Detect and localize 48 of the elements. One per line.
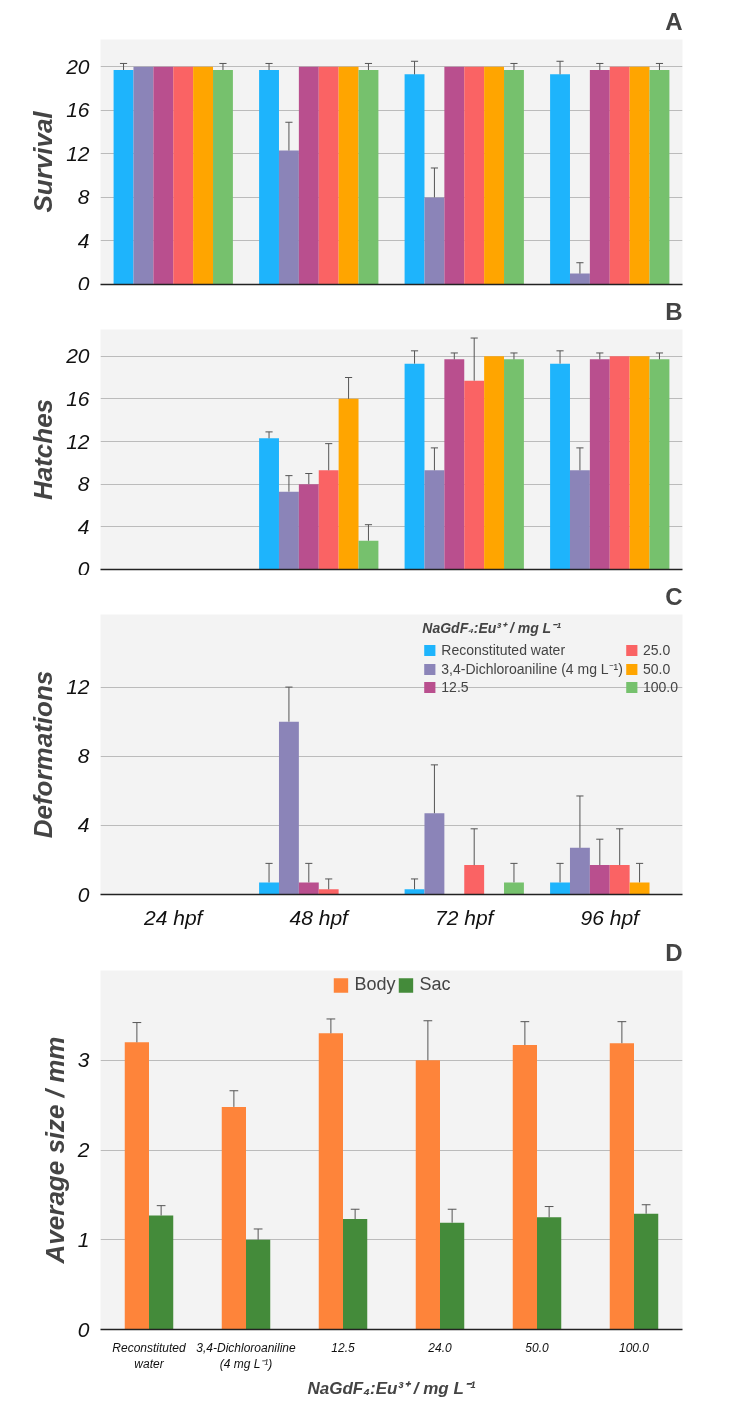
y-tick-label: 0 xyxy=(77,1317,90,1341)
legend-label: 100.0 xyxy=(642,679,678,695)
x-tick-label: 3,4-Dichloroaniline (4 mg L⁻¹) xyxy=(196,1340,297,1372)
x-tick-label: 12.5 xyxy=(331,1340,355,1355)
x-tick-label: Reconstituted water xyxy=(112,1340,187,1372)
legend-label: 50.0 xyxy=(642,660,671,677)
chart-title: B xyxy=(665,297,683,325)
x-tick-label: 96 hpf xyxy=(580,905,642,929)
y-tick-label: 20 xyxy=(65,344,90,368)
y-tick-label: 8 xyxy=(77,744,90,768)
chart-title: A xyxy=(665,7,683,35)
legend-label: 3,4-Dichloroaniline (4 mg L⁻¹) xyxy=(441,660,623,678)
x-tick-label: 24.0 xyxy=(427,1340,452,1355)
x-tick-label: 50.0 xyxy=(525,1340,549,1355)
y-tick-label: 0 xyxy=(77,556,90,580)
y-axis-title: Survival xyxy=(28,110,59,213)
y-tick-label: 12 xyxy=(66,141,90,165)
y-tick-label: 12 xyxy=(66,429,90,453)
y-axis-title: Average size / mm xyxy=(39,1036,70,1265)
y-tick-label: 12 xyxy=(66,675,90,699)
chart-title: D xyxy=(665,938,683,966)
y-tick-label: 20 xyxy=(65,54,90,78)
legend-title: NaGdF₄:Eu³⁺ / mg L⁻¹ xyxy=(422,619,562,637)
y-tick-label: 8 xyxy=(77,185,90,209)
x-tick-label: 48 hpf xyxy=(289,905,351,929)
y-tick-label: 4 xyxy=(77,813,90,837)
y-axis-title: Hatches xyxy=(28,398,59,501)
y-tick-label: 16 xyxy=(66,386,90,410)
x-tick-label: 24 hpf xyxy=(143,905,205,929)
x-axis-title: NaGdF₄:Eu³⁺ / mg L⁻¹ xyxy=(307,1379,476,1399)
y-axis-title: Deformations xyxy=(28,670,59,839)
y-tick-label: 0 xyxy=(77,882,90,906)
legend-label: Reconstituted water xyxy=(441,642,566,658)
y-tick-label: 0 xyxy=(77,271,90,295)
y-tick-label: 1 xyxy=(77,1227,90,1251)
y-tick-label: 3 xyxy=(77,1048,90,1072)
legend-label: Body xyxy=(354,974,396,995)
y-tick-label: 4 xyxy=(77,514,90,538)
legend-label: 25.0 xyxy=(642,642,671,658)
chart-title: C xyxy=(665,582,683,610)
y-tick-label: 8 xyxy=(77,472,90,496)
x-tick-label: 100.0 xyxy=(618,1340,650,1355)
legend-label: 12.5 xyxy=(441,679,469,695)
legend-label: Sac xyxy=(419,974,451,995)
y-tick-label: 16 xyxy=(66,98,90,122)
y-tick-label: 2 xyxy=(76,1138,90,1161)
y-tick-label: 4 xyxy=(77,228,90,252)
x-tick-label: 72 hpf xyxy=(435,905,496,929)
